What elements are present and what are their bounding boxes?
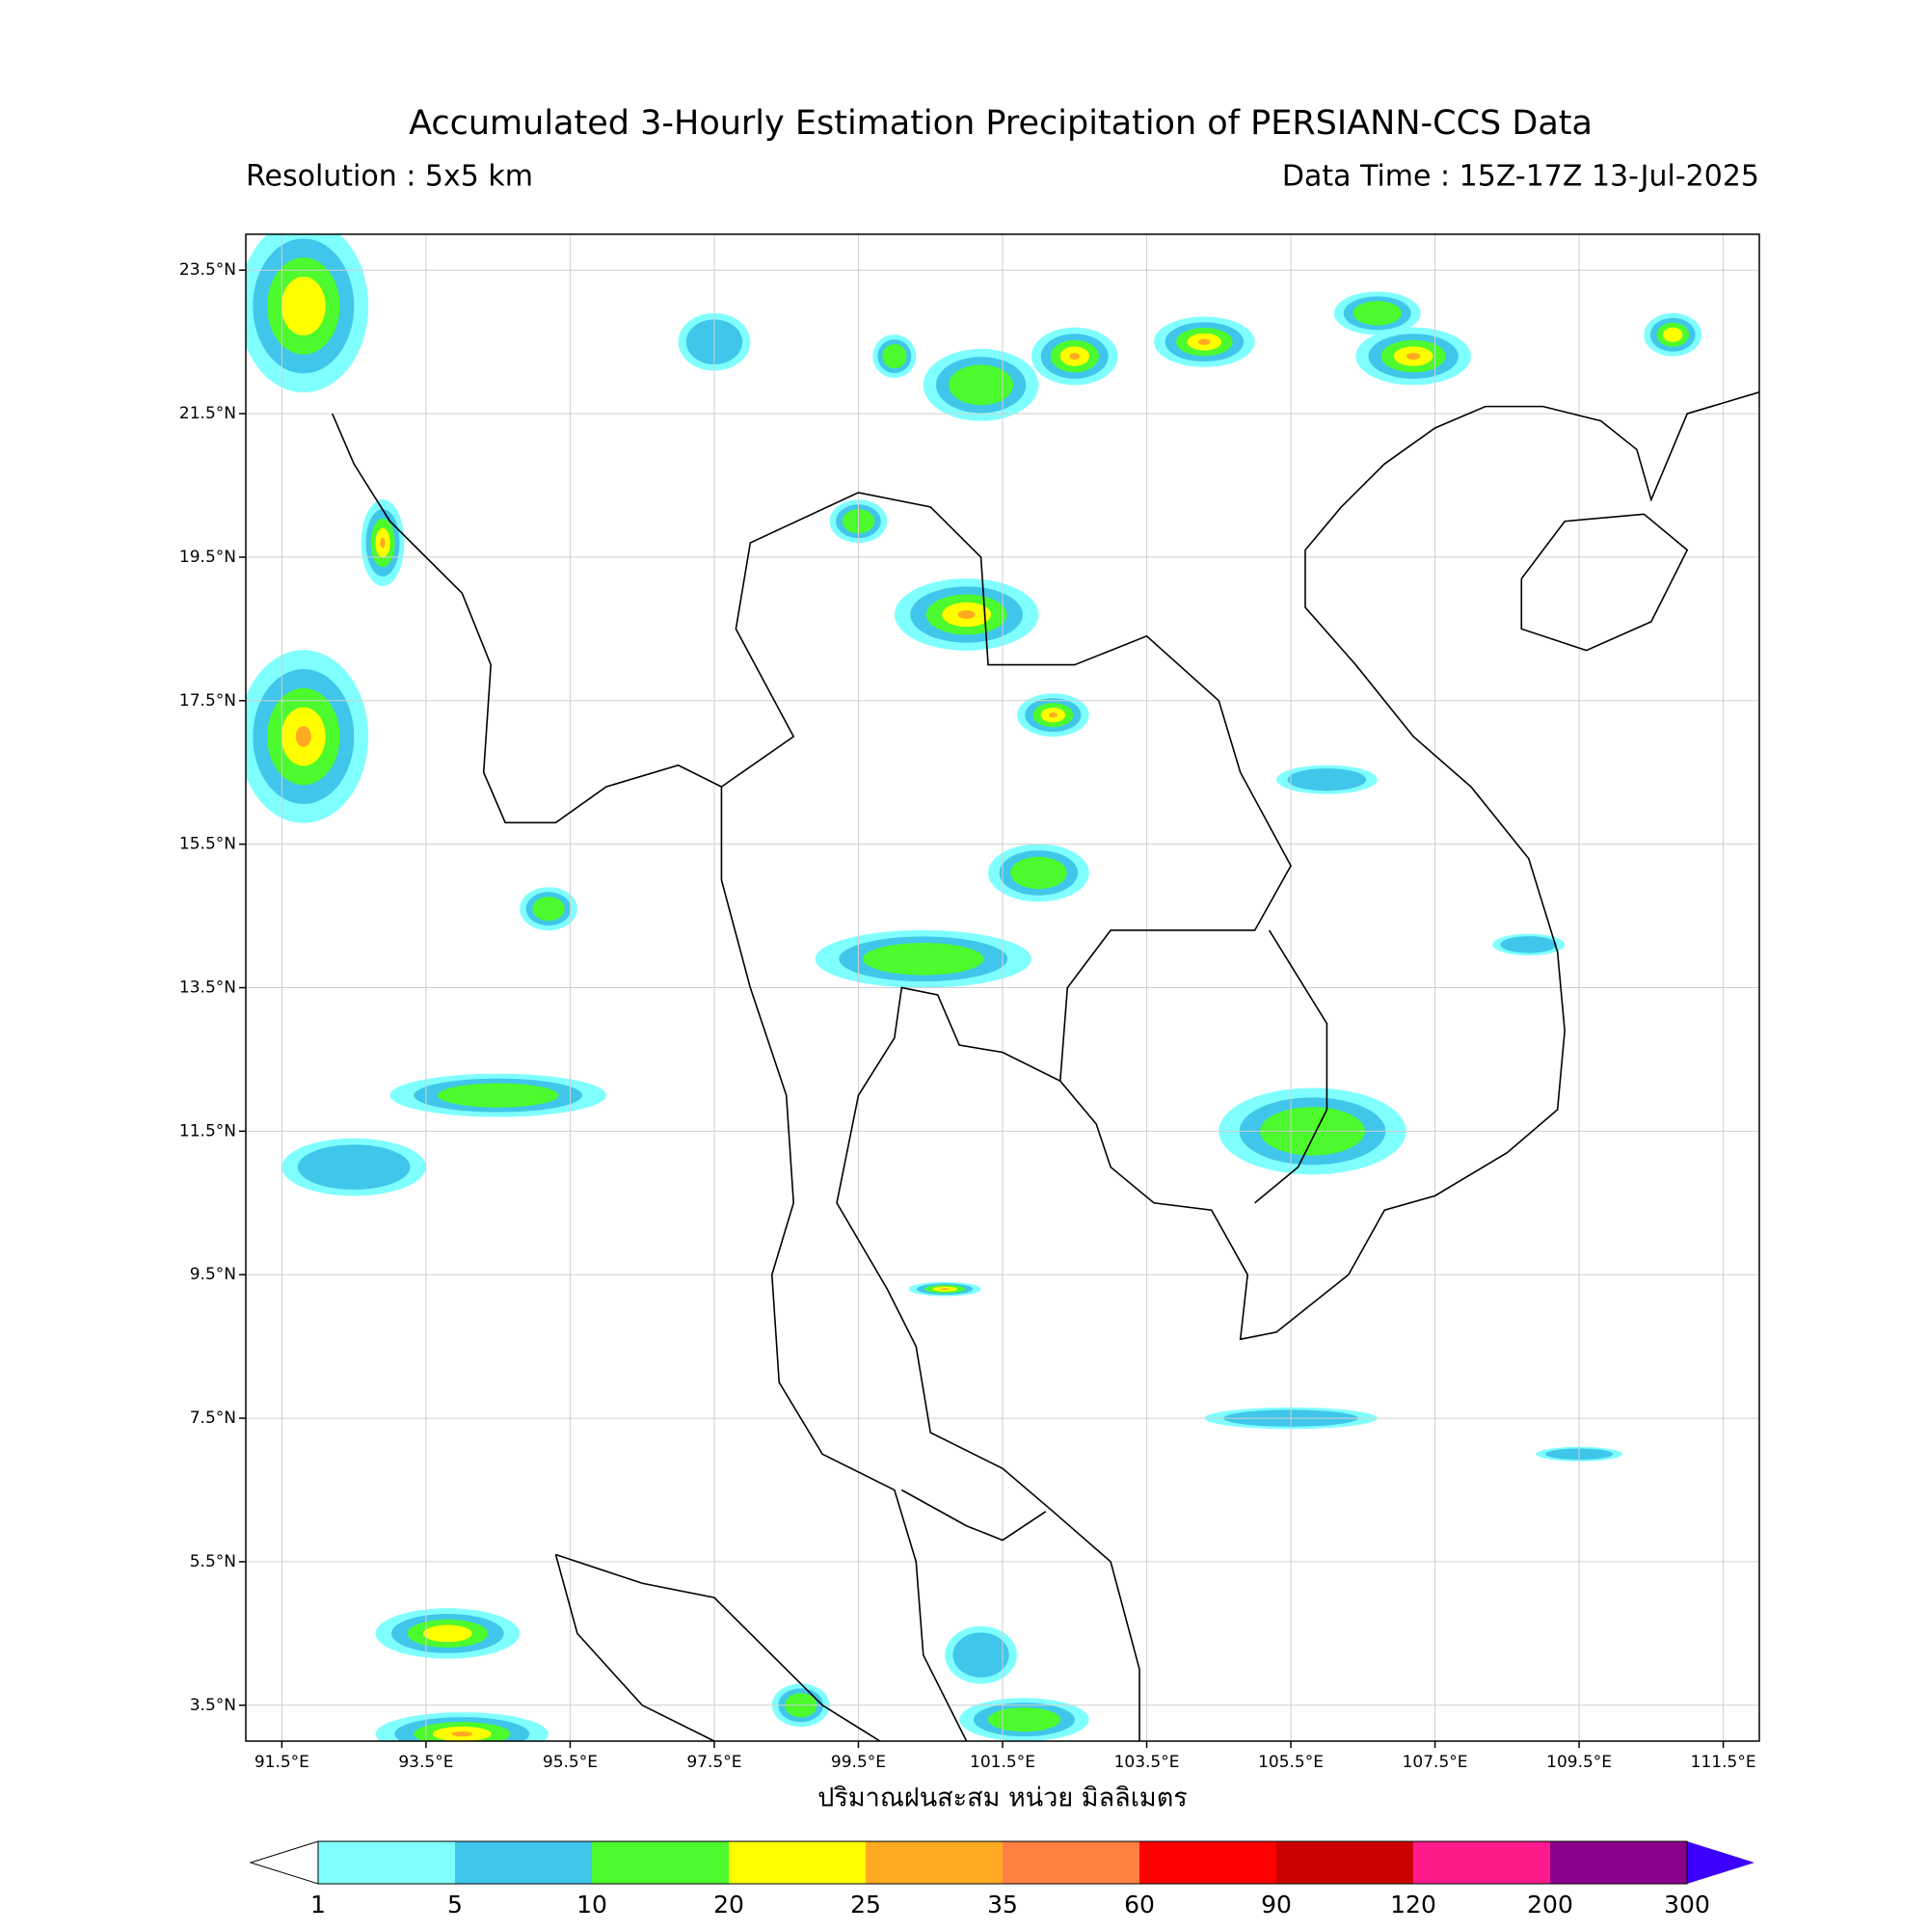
- lon-tick-label: 111.5°E: [1691, 1753, 1756, 1772]
- precip-area: [882, 343, 907, 369]
- lon-tick-label: 107.5°E: [1403, 1753, 1468, 1772]
- lat-tick-label: 7.5°N: [190, 1409, 236, 1428]
- colorbar-segment: [1550, 1841, 1687, 1884]
- precip-area: [940, 1288, 950, 1290]
- data-time: Data Time : 15Z-17Z 13-Jul-2025: [1282, 160, 1759, 194]
- map-frame: [245, 233, 1760, 1742]
- title: Accumulated 3-Hourly Estimation Precipit…: [409, 104, 1593, 143]
- lon-tick-label: 95.5°E: [543, 1753, 598, 1772]
- precip-area: [952, 1632, 1009, 1678]
- map-area: [246, 234, 1759, 1741]
- colorbar-frame: [317, 1840, 1688, 1885]
- precip-area: [1287, 767, 1367, 792]
- precip-area: [1010, 856, 1067, 890]
- lat-tick-label: 9.5°N: [190, 1265, 236, 1284]
- precip-area: [1406, 352, 1421, 361]
- lon-tick-label: 91.5°E: [254, 1753, 309, 1772]
- colorbar-max-extend: [1687, 1841, 1754, 1884]
- precip-area: [987, 1707, 1061, 1732]
- colorbar-tick-label: 120: [1390, 1891, 1436, 1919]
- precip-area: [1198, 338, 1211, 345]
- coastline: [836, 390, 1759, 1741]
- coastline: [555, 1553, 881, 1741]
- colorbar-segment: [318, 1841, 455, 1884]
- lat-tick-label: 19.5°N: [179, 548, 236, 567]
- precip-area: [949, 364, 1014, 406]
- lat-tick-label: 15.5°N: [179, 835, 236, 854]
- colorbar-segment: [1003, 1841, 1139, 1884]
- lon-tick-label: 99.5°E: [831, 1753, 886, 1772]
- lat-tick-label: 3.5°N: [190, 1696, 236, 1715]
- colorbar-tick-label: 20: [713, 1891, 744, 1919]
- precip-area: [862, 942, 984, 976]
- lat-tick-label: 21.5°N: [179, 404, 236, 423]
- precip-area: [451, 1731, 473, 1737]
- colorbar-label: ปริมาณฝนสะสม หน่วย มิลลิเมตร: [817, 1784, 1188, 1813]
- resolution: Resolution : 5x5 km: [246, 160, 533, 194]
- coastline: [554, 1554, 715, 1741]
- colorbar-segment: [1413, 1841, 1550, 1884]
- precip-area: [1048, 711, 1058, 718]
- colorbar-segment: [455, 1841, 592, 1884]
- colorbar-tick-label: 1: [310, 1891, 326, 1919]
- coastline: [331, 413, 968, 1741]
- colorbar-tick-label: 300: [1664, 1891, 1710, 1919]
- colorbar-tick-label: 90: [1261, 1891, 1292, 1919]
- precip-area: [1352, 301, 1402, 326]
- coastline: [1520, 513, 1689, 652]
- lat-tick-label: 11.5°N: [179, 1121, 236, 1140]
- colorbar-segment: [1276, 1841, 1413, 1884]
- lat-tick-label: 13.5°N: [179, 979, 236, 998]
- precip-area: [380, 537, 386, 549]
- coastline: [900, 1489, 1047, 1542]
- precip-area: [532, 897, 565, 922]
- lat-tick-label: 5.5°N: [190, 1552, 236, 1571]
- lat-tick-label: 17.5°N: [179, 691, 236, 711]
- precip-area: [1069, 352, 1081, 361]
- lat-tick-label: 23.5°N: [179, 260, 236, 280]
- precip-area: [957, 609, 976, 619]
- precip-area: [281, 276, 326, 335]
- colorbar-segment: [866, 1841, 1003, 1884]
- coastline: [720, 492, 1292, 1082]
- coastline: [1254, 929, 1328, 1204]
- lon-tick-label: 103.5°E: [1114, 1753, 1180, 1772]
- colorbar-segment: [729, 1841, 866, 1884]
- precip-area: [1663, 327, 1683, 342]
- precip-area: [1500, 936, 1557, 953]
- lon-tick-label: 93.5°E: [398, 1753, 453, 1772]
- precip-area: [437, 1083, 559, 1108]
- colorbar-tick-label: 35: [987, 1891, 1018, 1919]
- lon-tick-label: 109.5°E: [1546, 1753, 1612, 1772]
- lon-tick-label: 101.5°E: [970, 1753, 1035, 1772]
- precip-area: [297, 1144, 411, 1190]
- colorbar-tick-label: 10: [576, 1891, 607, 1919]
- lon-tick-label: 105.5°E: [1258, 1753, 1324, 1772]
- precip-area: [422, 1624, 472, 1643]
- colorbar-tick-label: 25: [850, 1891, 881, 1919]
- colorbar-tick-label: 5: [447, 1891, 463, 1919]
- colorbar-segment: [1139, 1841, 1276, 1884]
- colorbar-tick-label: 200: [1527, 1891, 1573, 1919]
- lon-tick-label: 97.5°E: [686, 1753, 741, 1772]
- colorbar-tick-label: 60: [1124, 1891, 1155, 1919]
- precip-area: [295, 726, 311, 747]
- colorbar-min-extend: [249, 1840, 319, 1885]
- colorbar-segment: [592, 1841, 729, 1884]
